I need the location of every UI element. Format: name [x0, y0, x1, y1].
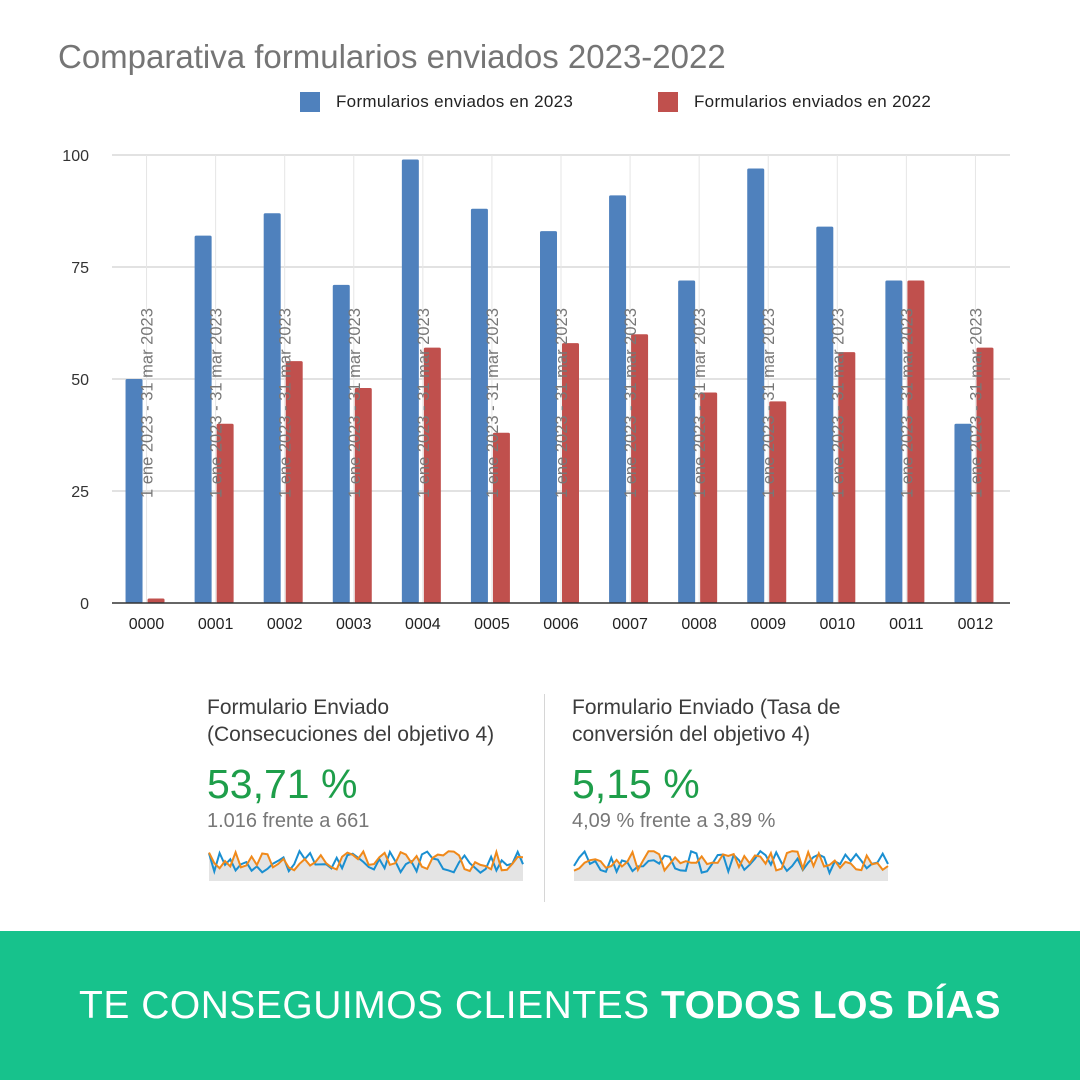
bar-2022 [769, 401, 787, 603]
metric-compare: 4,09 % frente a 3,89 % [572, 810, 776, 832]
bar-2022 [907, 280, 925, 603]
annotation-label: 1 ene 2023 - 31 mar 2023 [553, 308, 571, 498]
bar-2022 [423, 347, 441, 603]
annotation-label: 1 ene 2023 - 31 mar 2023 [277, 308, 295, 498]
bar-2023 [125, 379, 143, 603]
footer-tagline-bold: TODOS LOS DÍAS [660, 983, 1001, 1027]
bar-2023 [470, 208, 488, 603]
footer-banner: TE CONSEGUIMOS CLIENTES TODOS LOS DÍAS [0, 931, 1080, 1080]
bar-2022 [631, 334, 649, 603]
legend-swatch-2023 [300, 92, 320, 112]
x-tick-label: 0006 [543, 616, 579, 633]
x-tick-label: 0010 [820, 616, 856, 633]
metric-label: Formulario Enviado (Consecuciones del ob… [207, 694, 525, 748]
x-tick-label: 0012 [958, 616, 994, 633]
bar-2023 [609, 195, 627, 603]
bar-chart: 0 25 50 75 100 1 ene 2023 - 31 mar 2023 1 ene … [62, 148, 1010, 633]
metric-compare: 1.016 frente a 661 [207, 810, 370, 832]
annotation-label: 1 ene 2023 - 31 mar 2023 [898, 308, 916, 498]
bar-2022 [354, 387, 372, 603]
metric-goal-completions: Formulario Enviado (Consecuciones del ob… [207, 694, 525, 881]
x-tick-label: 0005 [474, 616, 510, 633]
legend-item-2022: Formularios enviados en 2022 [658, 92, 931, 112]
bar-2022 [285, 361, 303, 603]
annotation-label: 1 ene 2023 - 31 mar 2023 [760, 308, 778, 498]
metric-value: 53,71 % [207, 761, 358, 807]
footer-tagline-regular: TE CONSEGUIMOS CLIENTES [79, 983, 650, 1027]
bar-2023 [816, 226, 834, 603]
bar-2022 [216, 423, 234, 603]
bar-2022 [492, 432, 510, 603]
metric-label-line1: Formulario Enviado (Tasa de [572, 696, 841, 719]
annotation-label: 1 ene 2023 - 31 mar 2023 [346, 308, 364, 498]
bar-2022 [147, 598, 165, 603]
metric-label: Formulario Enviado (Tasa de conversión d… [572, 694, 890, 748]
x-tick-label: 0008 [681, 616, 717, 633]
sparkline [208, 848, 524, 881]
metric-label-line2: conversión del objetivo 4) [572, 723, 811, 746]
bar-2023 [747, 168, 765, 603]
bar-2023 [885, 280, 903, 603]
annotation-label: 1 ene 2023 - 31 mar 2023 [967, 308, 985, 498]
annotation-label: 1 ene 2023 - 31 mar 2023 [829, 308, 847, 498]
chart-title: Comparativa formularios enviados 2023-20… [58, 38, 726, 75]
annotation-label: 1 ene 2023 - 31 mar 2023 [691, 308, 709, 498]
metric-conversion-rate: Formulario Enviado (Tasa de conversión d… [572, 694, 890, 881]
metric-divider [544, 694, 545, 902]
legend-label-2023: Formularios enviados en 2023 [336, 92, 574, 111]
footer-tagline: TE CONSEGUIMOS CLIENTES TODOS LOS DÍAS [79, 984, 1001, 1028]
metric-label-line1: Formulario Enviado [207, 696, 390, 719]
x-tick-label: 0009 [750, 616, 786, 633]
bar-2022 [838, 352, 856, 603]
bar-2022 [976, 347, 994, 603]
x-tick-label: 0002 [267, 616, 303, 633]
legend-label-2022: Formularios enviados en 2022 [694, 92, 932, 111]
bar-2023 [954, 423, 972, 603]
bar-2023 [332, 284, 350, 603]
x-tick-label: 0007 [612, 616, 648, 633]
bar-2023 [194, 235, 212, 603]
bar-2023 [678, 280, 696, 603]
y-tick-label: 0 [80, 596, 89, 613]
y-tick-label: 25 [71, 484, 89, 501]
bar-2023 [540, 231, 557, 603]
metric-value: 5,15 % [572, 761, 700, 807]
sparkline [573, 849, 889, 881]
legend-item-2023: Formularios enviados en 2023 [300, 92, 573, 112]
x-tick-label: 0004 [405, 616, 441, 633]
sparkline-area [209, 851, 523, 881]
bar-2022 [562, 343, 579, 603]
y-tick-label: 50 [71, 372, 89, 389]
x-tick-label: 0001 [198, 616, 234, 633]
sparkline-series-previous [208, 848, 524, 873]
annotation-label: 1 ene 2023 - 31 mar 2023 [208, 308, 226, 498]
sparkline-series-current [208, 848, 524, 875]
x-tick-label: 0003 [336, 616, 372, 633]
bar-2023 [263, 213, 281, 604]
x-tick-label: 0000 [129, 616, 165, 633]
y-tick-label: 75 [71, 260, 89, 277]
bar-2023 [401, 159, 419, 604]
annotation-label: 1 ene 2023 - 31 mar 2023 [622, 308, 640, 498]
x-tick-label: 0011 [889, 616, 924, 633]
annotation-label: 1 ene 2023 - 31 mar 2023 [139, 308, 157, 498]
metric-label-line2: (Consecuciones del objetivo 4) [207, 723, 495, 746]
annotation-label: 1 ene 2023 - 31 mar 2023 [484, 308, 502, 498]
annotation-label: 1 ene 2023 - 31 mar 2023 [415, 308, 433, 498]
bar-2022 [700, 392, 718, 603]
y-tick-label: 100 [62, 148, 89, 165]
sparkline-series-previous [573, 849, 889, 873]
legend-swatch-2022 [658, 92, 678, 112]
